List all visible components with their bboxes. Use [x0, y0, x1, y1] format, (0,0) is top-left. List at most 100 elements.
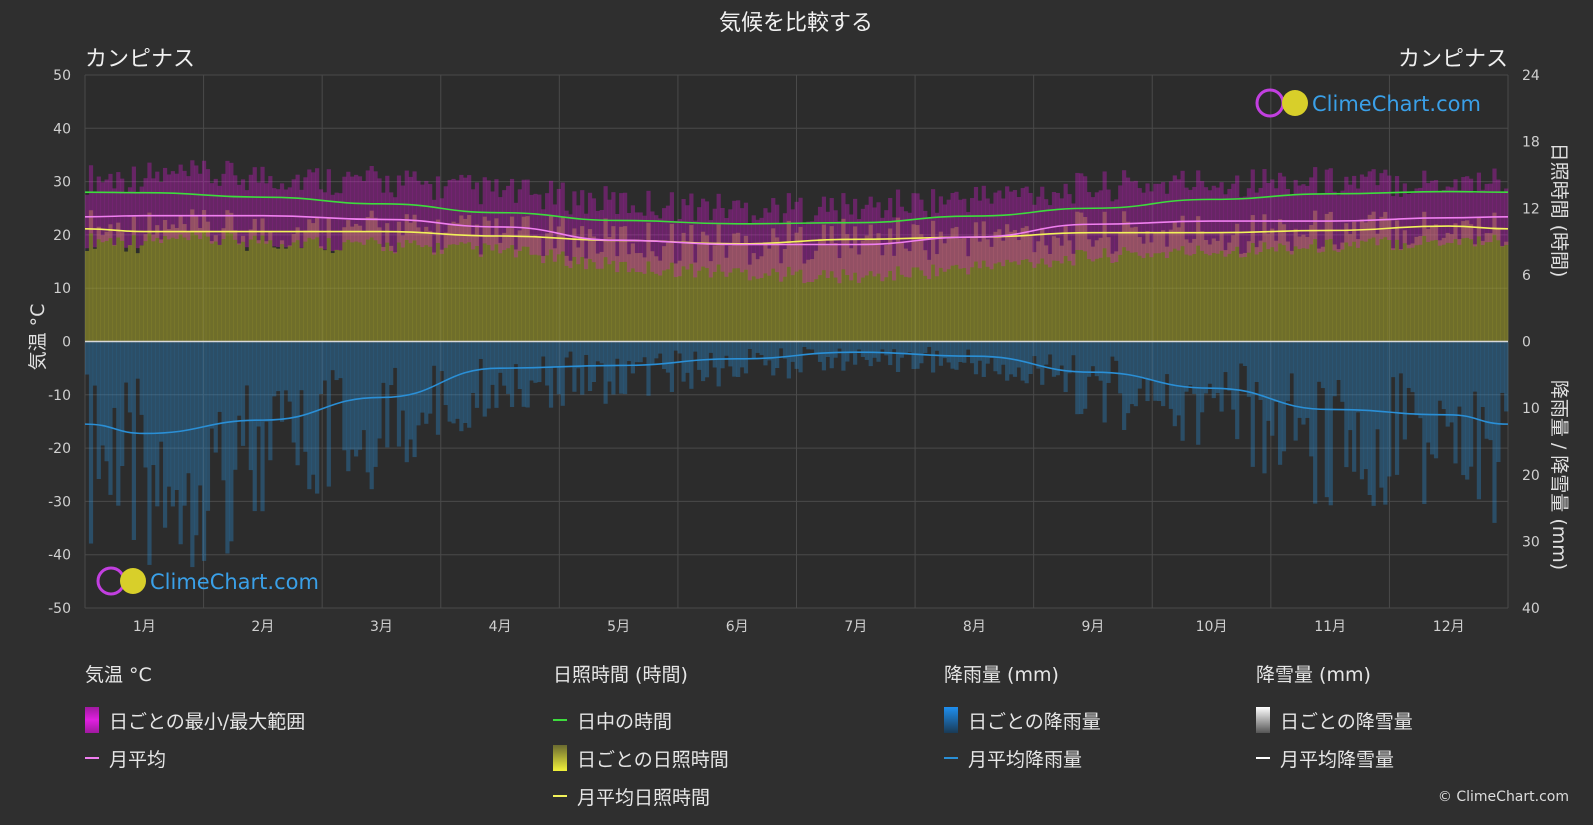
sunshine-day-bar [849, 248, 854, 342]
y-left-tick-label: 10 [53, 281, 71, 297]
temp-range-day-bar [1410, 193, 1415, 248]
sunshine-day-bar [190, 209, 195, 342]
location-left: カンピナス [85, 47, 195, 72]
sunshine-day-bar [295, 227, 300, 342]
temp-range-day-bar [396, 175, 402, 243]
rain-day-bar [221, 341, 226, 481]
rain-day-bar [1465, 341, 1470, 480]
rain-day-bar [1344, 341, 1349, 468]
rain-day-bar [700, 341, 706, 382]
sunshine-day-bar [1168, 229, 1174, 342]
sunshine-day-bar [174, 227, 179, 342]
rain-day-bar [778, 341, 784, 349]
temp-range-day-bar [467, 175, 472, 243]
sunshine-day-bar [537, 235, 542, 342]
temp-range-day-bar [693, 220, 698, 278]
temp-range-day-bar [1153, 183, 1158, 254]
temp-range-day-bar [1320, 193, 1326, 252]
sunshine-day-bar [541, 256, 546, 342]
sunshine-day-bar [291, 233, 296, 342]
rain-day-bar [1083, 341, 1088, 409]
rain-day-bar [981, 341, 986, 377]
rain-day-bar [1114, 341, 1119, 361]
temp-range-day-bar [1309, 177, 1314, 245]
sunshine-day-bar [1433, 224, 1439, 342]
sunshine-day-bar [377, 227, 382, 342]
rain-day-bar [1180, 341, 1185, 441]
temp-range-day-bar [661, 208, 667, 271]
sunshine-day-bar [1309, 225, 1314, 342]
rain-day-bar [1418, 341, 1423, 419]
sunshine-day-bar [1398, 249, 1404, 342]
temp-range-day-bar [1418, 187, 1423, 245]
rain-day-bar [318, 341, 324, 395]
sunshine-day-bar [127, 245, 133, 342]
temp-range-day-bar [938, 196, 943, 268]
temp-range-day-bar [568, 214, 573, 269]
temp-range-day-bar [424, 180, 429, 246]
rain-day-bar [435, 341, 441, 435]
temp-range-day-bar [338, 193, 343, 251]
rain-day-bar [1340, 341, 1345, 402]
temp-range-day-bar [506, 185, 511, 249]
rain-day-bar [1305, 341, 1310, 418]
temp-range-day-bar [272, 188, 277, 247]
x-tick-label: 3月 [370, 619, 393, 635]
temp-range-day-bar [814, 215, 819, 280]
temp-range-day-bar [201, 160, 207, 233]
temp-range-day-bar [763, 208, 768, 274]
rain-day-bar [311, 341, 316, 475]
sunshine-day-bar [474, 224, 480, 342]
temp-range-day-bar [580, 190, 585, 258]
rain-day-bar [1480, 341, 1485, 408]
rain-day-bar [1044, 341, 1049, 365]
rain-day-bar [552, 341, 558, 367]
rain-day-bar [104, 341, 109, 462]
sunshine-day-bar [1055, 237, 1060, 342]
rain-day-bar [186, 341, 191, 474]
rain-day-bar [1270, 341, 1275, 436]
sunshine-day-bar [1316, 248, 1322, 342]
rain-day-bar [396, 341, 402, 447]
temp-range-day-bar [1024, 186, 1029, 260]
sunshine-day-bar [817, 238, 823, 342]
temp-range-day-bar [973, 186, 979, 262]
temp-range-day-bar [829, 198, 834, 272]
sunshine-day-bar [938, 231, 943, 342]
sunshine-day-bar [1332, 244, 1337, 342]
rain-day-bar [607, 341, 612, 382]
sunshine-day-bar [747, 264, 752, 342]
rain-day-bar [151, 341, 156, 466]
rain-day-bar [825, 341, 830, 358]
sunshine-day-bar [1500, 245, 1505, 342]
temp-range-day-bar [1305, 185, 1310, 249]
sunshine-day-bar [997, 229, 1002, 342]
rain-day-bar [1320, 341, 1326, 389]
sunshine-day-bar [545, 233, 550, 342]
temp-range-day-bar [260, 166, 265, 236]
sunshine-day-bar [1184, 239, 1189, 342]
sunshine-day-bar [385, 223, 390, 342]
rain-day-bar [798, 341, 803, 373]
sunshine-day-bar [1328, 211, 1333, 342]
sunshine-day-bar [521, 216, 526, 342]
sunshine-day-bar [498, 242, 503, 342]
sunshine-day-bar [868, 224, 873, 342]
sunshine-day-bar [1352, 221, 1357, 342]
temp-range-day-bar [408, 176, 413, 244]
watermark-top: ClimeChart.com [1255, 88, 1481, 118]
sunshine-day-bar [1254, 247, 1259, 342]
temp-range-day-bar [373, 171, 378, 241]
sunshine-day-bar [736, 232, 741, 342]
y-axis-right-bottom-label: 降雨量 / 降雪量 (mm) [1548, 380, 1570, 570]
rain-day-bar [1098, 341, 1103, 381]
sunshine-day-bar [591, 236, 597, 342]
chart-title: 気候を比較する [719, 11, 873, 36]
sunshine-day-bar [350, 226, 355, 342]
rain-day-bar [1488, 341, 1493, 441]
sunshine-day-bar [225, 210, 230, 342]
legend-snow-daily: 日ごとの降雪量 [1280, 710, 1413, 733]
rain-day-bar [849, 341, 854, 354]
rain-day-bar [88, 341, 94, 544]
sunshine-day-bar [950, 228, 955, 342]
